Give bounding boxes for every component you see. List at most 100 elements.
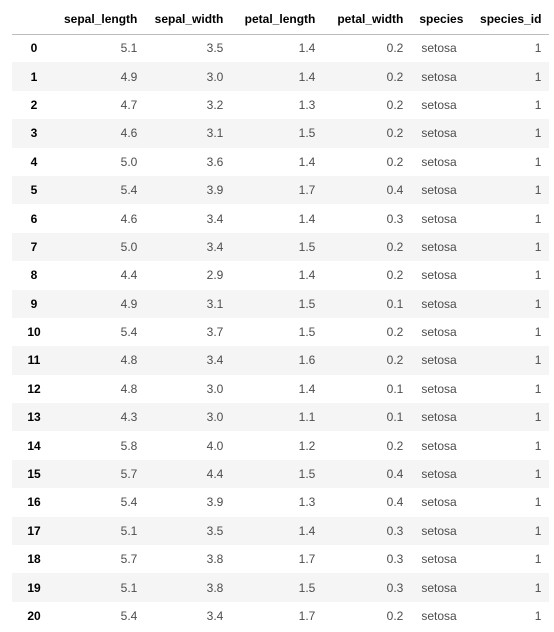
cell-sepal-width: 3.8 bbox=[206, 580, 224, 595]
cell-petal-width: 0.2 bbox=[386, 239, 404, 254]
table-row: 17 5.1 3.5 1.4 0.3 setosa 1 bbox=[12, 516, 550, 546]
cell-species: setosa bbox=[421, 268, 457, 283]
cell-species: setosa bbox=[421, 438, 457, 453]
cell-species: setosa bbox=[421, 381, 457, 396]
column-header-sepal-width: sepal_width bbox=[145, 4, 232, 35]
cell-petal-length: 1.5 bbox=[298, 239, 316, 254]
cell-species: setosa bbox=[421, 296, 457, 311]
cell-petal-width: 0.2 bbox=[386, 438, 404, 453]
cell-petal-width: 0.4 bbox=[386, 495, 404, 510]
table-row: 10 5.4 3.7 1.5 0.2 setosa 1 bbox=[12, 317, 550, 347]
cell-petal-length: 1.4 bbox=[298, 154, 316, 169]
cell-species-id: 1 bbox=[534, 126, 542, 141]
cell-sepal-length: 5.1 bbox=[120, 41, 138, 56]
column-header-petal-length: petal_length bbox=[231, 4, 324, 35]
cell-petal-width: 0.2 bbox=[386, 353, 404, 368]
row-index: 16 bbox=[27, 495, 41, 510]
row-index: 20 bbox=[27, 609, 41, 623]
row-index: 17 bbox=[27, 523, 41, 538]
cell-species-id: 1 bbox=[534, 268, 542, 283]
header-row: sepal_length sepal_width petal_length pe… bbox=[12, 4, 550, 35]
row-index: 6 bbox=[30, 211, 38, 226]
cell-petal-width: 0.4 bbox=[386, 183, 404, 198]
table-row: 19 5.1 3.8 1.5 0.3 setosa 1 bbox=[12, 573, 550, 602]
cell-petal-length: 1.4 bbox=[298, 381, 316, 396]
cell-petal-width: 0.2 bbox=[386, 268, 404, 283]
cell-species: setosa bbox=[421, 69, 457, 84]
cell-species: setosa bbox=[421, 126, 457, 141]
cell-sepal-width: 3.9 bbox=[206, 495, 224, 510]
cell-petal-length: 1.5 bbox=[298, 467, 316, 482]
cell-species-id: 1 bbox=[534, 609, 542, 623]
cell-species-id: 1 bbox=[534, 495, 542, 510]
cell-petal-width: 0.1 bbox=[386, 296, 404, 311]
cell-petal-width: 0.1 bbox=[386, 410, 404, 425]
dataframe-table: sepal_length sepal_width petal_length pe… bbox=[12, 4, 550, 631]
cell-sepal-width: 3.9 bbox=[206, 183, 224, 198]
cell-petal-length: 1.4 bbox=[298, 268, 316, 283]
cell-sepal-width: 3.0 bbox=[206, 410, 224, 425]
row-index: 12 bbox=[27, 381, 41, 396]
column-header-species-id: species_id bbox=[471, 4, 550, 35]
cell-species: setosa bbox=[421, 609, 457, 623]
index-header bbox=[12, 4, 56, 35]
cell-sepal-length: 4.6 bbox=[120, 126, 138, 141]
cell-species-id: 1 bbox=[534, 438, 542, 453]
cell-sepal-width: 3.7 bbox=[206, 325, 224, 340]
cell-sepal-length: 5.4 bbox=[120, 183, 138, 198]
cell-sepal-width: 3.4 bbox=[206, 211, 224, 226]
cell-petal-length: 1.5 bbox=[298, 580, 316, 595]
cell-sepal-length: 5.0 bbox=[120, 154, 138, 169]
cell-sepal-width: 4.4 bbox=[206, 467, 224, 482]
cell-sepal-length: 4.3 bbox=[120, 410, 138, 425]
cell-species: setosa bbox=[421, 41, 457, 56]
row-index: 10 bbox=[27, 325, 41, 340]
cell-species-id: 1 bbox=[534, 552, 542, 567]
cell-petal-width: 0.2 bbox=[386, 154, 404, 169]
row-index: 13 bbox=[27, 410, 41, 425]
cell-species: setosa bbox=[421, 467, 457, 482]
cell-sepal-length: 5.0 bbox=[120, 239, 138, 254]
cell-sepal-length: 5.8 bbox=[120, 438, 138, 453]
row-index: 14 bbox=[27, 438, 41, 453]
cell-species-id: 1 bbox=[534, 467, 542, 482]
column-header-sepal-length: sepal_length bbox=[56, 4, 146, 35]
cell-sepal-width: 4.0 bbox=[206, 438, 224, 453]
table-row: 12 4.8 3.0 1.4 0.1 setosa 1 bbox=[12, 374, 550, 404]
column-header-species: species bbox=[411, 4, 472, 35]
cell-petal-length: 1.7 bbox=[298, 552, 316, 567]
cell-sepal-width: 3.5 bbox=[206, 523, 224, 538]
cell-petal-length: 1.3 bbox=[298, 495, 316, 510]
cell-species-id: 1 bbox=[534, 41, 542, 56]
cell-sepal-length: 5.4 bbox=[120, 325, 138, 340]
row-index: 4 bbox=[30, 154, 38, 169]
cell-sepal-width: 3.1 bbox=[206, 296, 224, 311]
table-row: 13 4.3 3.0 1.1 0.1 setosa 1 bbox=[12, 403, 550, 432]
cell-sepal-width: 3.8 bbox=[206, 552, 224, 567]
cell-species: setosa bbox=[421, 325, 457, 340]
table-row: 15 5.7 4.4 1.5 0.4 setosa 1 bbox=[12, 459, 550, 489]
cell-petal-length: 1.5 bbox=[298, 325, 316, 340]
cell-species-id: 1 bbox=[534, 154, 542, 169]
cell-sepal-length: 5.1 bbox=[120, 523, 138, 538]
table-row: 9 4.9 3.1 1.5 0.1 setosa 1 bbox=[12, 289, 550, 318]
cell-petal-length: 1.5 bbox=[298, 126, 316, 141]
cell-sepal-length: 5.7 bbox=[120, 467, 138, 482]
table-row: 3 4.6 3.1 1.5 0.2 setosa 1 bbox=[12, 119, 550, 148]
cell-petal-length: 1.5 bbox=[298, 296, 316, 311]
cell-species-id: 1 bbox=[534, 69, 542, 84]
cell-species-id: 1 bbox=[534, 183, 542, 198]
table-row: 0 5.1 3.5 1.4 0.2 setosa 1 bbox=[12, 34, 550, 63]
cell-sepal-length: 5.4 bbox=[120, 495, 138, 510]
table-row: 11 4.8 3.4 1.6 0.2 setosa 1 bbox=[12, 346, 550, 375]
cell-petal-length: 1.4 bbox=[298, 41, 316, 56]
cell-petal-length: 1.4 bbox=[298, 211, 316, 226]
table-row: 4 5.0 3.6 1.4 0.2 setosa 1 bbox=[12, 147, 550, 176]
row-index: 3 bbox=[30, 126, 38, 141]
row-index: 0 bbox=[30, 41, 38, 56]
table-row: 1 4.9 3.0 1.4 0.2 setosa 1 bbox=[12, 62, 550, 91]
cell-species-id: 1 bbox=[534, 381, 542, 396]
cell-sepal-width: 3.1 bbox=[206, 126, 224, 141]
cell-species-id: 1 bbox=[534, 239, 542, 254]
table-header: sepal_length sepal_width petal_length pe… bbox=[12, 4, 550, 35]
